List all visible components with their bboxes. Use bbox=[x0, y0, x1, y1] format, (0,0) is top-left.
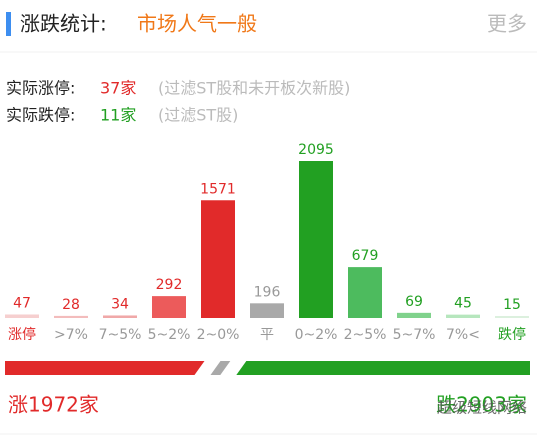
category-label: 7%< bbox=[446, 327, 480, 343]
value-label: 292 bbox=[156, 277, 183, 293]
bar bbox=[152, 296, 186, 318]
bar bbox=[54, 315, 88, 318]
bar bbox=[446, 314, 480, 318]
category-label: 跌停 bbox=[498, 326, 526, 343]
bar bbox=[348, 267, 382, 318]
value-label: 45 bbox=[454, 296, 472, 312]
bar bbox=[5, 314, 39, 318]
bar bbox=[397, 312, 431, 318]
up-count: 涨1972家 bbox=[8, 393, 99, 417]
category-label: 平 bbox=[260, 327, 274, 343]
value-label: 2095 bbox=[298, 142, 334, 158]
stat-label: 实际涨停: bbox=[6, 79, 75, 98]
more-link[interactable]: 更多 bbox=[487, 12, 527, 36]
stat-label: 实际跌停: bbox=[6, 106, 75, 125]
value-label: 28 bbox=[62, 297, 80, 313]
subtitle: 市场人气一般 bbox=[137, 12, 257, 36]
title-accent bbox=[6, 12, 11, 36]
stat-note: (过滤ST股) bbox=[158, 106, 238, 125]
stat-value: 11家 bbox=[100, 106, 136, 125]
ratio-segment bbox=[210, 361, 231, 375]
category-label: 5~2% bbox=[148, 327, 191, 343]
title: 涨跌统计: bbox=[20, 12, 107, 36]
stat-value: 37家 bbox=[100, 79, 136, 98]
category-label: 0~2% bbox=[295, 327, 338, 343]
value-label: 34 bbox=[111, 296, 129, 312]
ratio-segment bbox=[5, 361, 205, 375]
value-label: 47 bbox=[13, 295, 31, 311]
ratio-segment bbox=[236, 361, 530, 375]
bar bbox=[495, 316, 529, 318]
category-label: 5~7% bbox=[393, 327, 436, 343]
value-label: 196 bbox=[254, 284, 281, 300]
category-label: >7% bbox=[54, 327, 88, 343]
stat-note: (过滤ST股和未开板次新股) bbox=[158, 79, 350, 98]
bar bbox=[299, 161, 333, 318]
category-label: 2~5% bbox=[344, 327, 387, 343]
category-label: 7~5% bbox=[99, 327, 142, 343]
category-label: 涨停 bbox=[8, 326, 36, 343]
value-label: 1571 bbox=[200, 181, 236, 197]
category-label: 2~0% bbox=[197, 327, 240, 343]
watermark: 超级短线网络 bbox=[437, 399, 527, 417]
bar bbox=[201, 200, 235, 318]
bar bbox=[250, 303, 284, 318]
value-label: 69 bbox=[405, 294, 423, 310]
bar bbox=[103, 315, 137, 318]
value-label: 15 bbox=[503, 297, 521, 313]
value-label: 679 bbox=[352, 248, 379, 264]
down-count: 跌2903家 bbox=[436, 393, 527, 417]
